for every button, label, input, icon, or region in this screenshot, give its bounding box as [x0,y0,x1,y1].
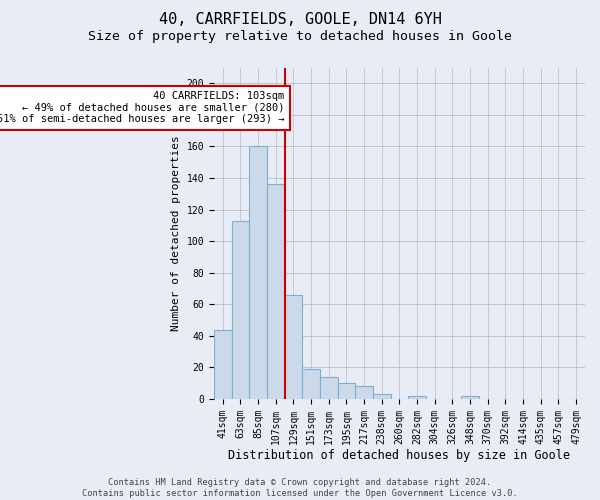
Text: 40, CARRFIELDS, GOOLE, DN14 6YH: 40, CARRFIELDS, GOOLE, DN14 6YH [158,12,442,28]
X-axis label: Distribution of detached houses by size in Goole: Distribution of detached houses by size … [229,450,571,462]
Bar [408,396,426,399]
Bar [320,377,338,399]
Bar [338,383,355,399]
Y-axis label: Number of detached properties: Number of detached properties [171,136,181,331]
Bar [355,386,373,399]
Bar [284,295,302,399]
Bar [249,146,267,399]
Bar [373,394,391,399]
Text: Size of property relative to detached houses in Goole: Size of property relative to detached ho… [88,30,512,43]
Bar [232,220,249,399]
Bar [302,369,320,399]
Bar [214,330,232,399]
Text: Contains HM Land Registry data © Crown copyright and database right 2024.
Contai: Contains HM Land Registry data © Crown c… [82,478,518,498]
Text: 40 CARRFIELDS: 103sqm
← 49% of detached houses are smaller (280)
51% of semi-det: 40 CARRFIELDS: 103sqm ← 49% of detached … [0,91,284,124]
Bar [461,396,479,399]
Bar [267,184,284,399]
